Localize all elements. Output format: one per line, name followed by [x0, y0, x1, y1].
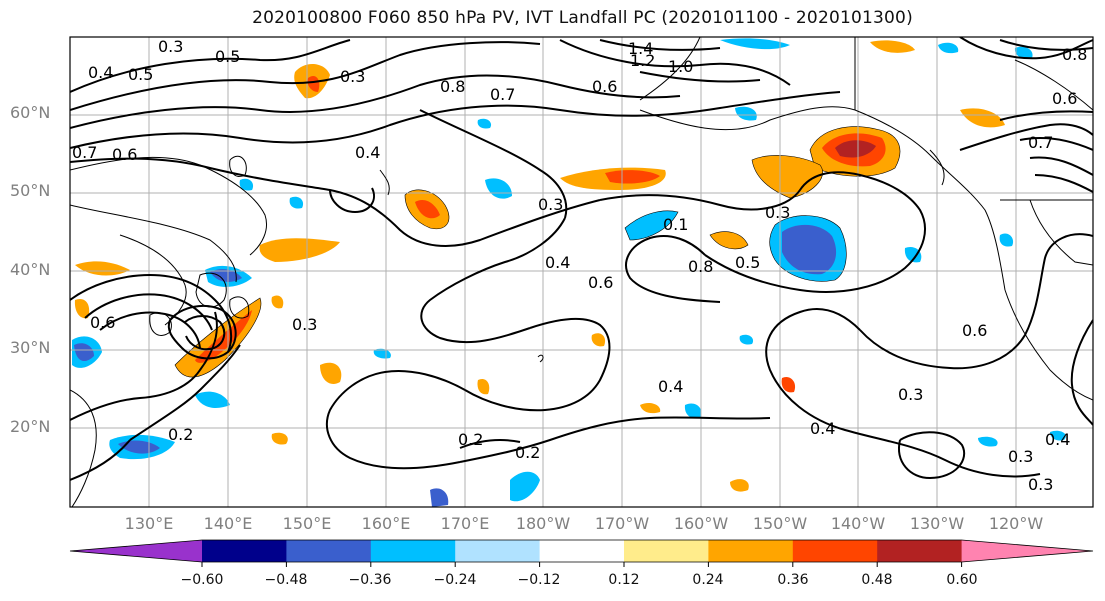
lon-label: 180°W [515, 514, 571, 533]
lat-label-50n: 50°N [10, 181, 51, 200]
contour-label: 0.4 [88, 63, 113, 82]
contour-label: 0.6 [592, 77, 617, 96]
contour-label: 0.3 [1008, 447, 1033, 466]
colorbar-tick-label: −0.12 [517, 572, 561, 588]
lon-label: 170°E [440, 514, 490, 533]
colorbar-segment [286, 540, 372, 562]
contour-label: 0.4 [355, 143, 380, 162]
contour-label: 0.4 [1045, 430, 1070, 449]
pv-contours [70, 37, 1093, 481]
lon-label: 150°W [752, 514, 808, 533]
contour-label: 0.6 [90, 313, 115, 332]
contour-label: 0.8 [1062, 45, 1087, 64]
contour-label: 0.7 [72, 143, 97, 162]
colorbar-tick-label: 0.24 [692, 572, 724, 588]
contour-label: 0.3 [158, 37, 183, 56]
coastlines [70, 37, 1093, 507]
colorbar [69, 539, 1094, 567]
contour-label: 0.3 [292, 315, 317, 334]
lat-label-20n: 20°N [10, 417, 51, 436]
colorbar-segment [455, 540, 541, 562]
contour-label: 0.7 [1028, 133, 1053, 152]
contour-label: 1.4 [628, 39, 653, 58]
colorbar-segment [624, 540, 709, 562]
contour-label: 0.7 [490, 85, 515, 104]
contour-label: 0.2 [458, 430, 483, 449]
contour-labels: 0.3 0.5 0.4 0.5 0.8 0.7 0.6 0.3 1.4 1.2 … [72, 37, 1087, 494]
lon-label: 130°W [909, 514, 965, 533]
contour-label: 0.3 [1028, 475, 1053, 494]
lon-label: 160°W [673, 514, 729, 533]
colorbar-tick-label: −0.60 [180, 572, 224, 588]
lon-label: 120°W [988, 514, 1044, 533]
contour-label: 0.6 [588, 273, 613, 292]
lon-label: 160°E [361, 514, 411, 533]
colorbar-tick-label: −0.24 [433, 572, 477, 588]
lon-label: 130°E [124, 514, 174, 533]
colorbar-extend-high [961, 540, 1093, 562]
contour-label: 0.4 [545, 253, 570, 272]
map-frame [69, 36, 1094, 508]
colorbar-segment [708, 540, 794, 562]
contour-label: 1.2 [630, 51, 655, 70]
colorbar-tick-label: 0.12 [608, 572, 640, 588]
colorbar-tick-label: 0.36 [777, 572, 809, 588]
lat-label-30n: 30°N [10, 338, 51, 357]
contour-label: 0.3 [340, 67, 365, 86]
contour-label: 0.3 [765, 203, 790, 222]
lon-label: 150°E [282, 514, 332, 533]
colorbar-tick-label: −0.48 [264, 572, 308, 588]
colorbar-tick-label: −0.36 [348, 572, 392, 588]
lon-label: 140°E [203, 514, 253, 533]
colorbar-extend-low [70, 540, 202, 562]
colorbar-tick-label: 0.60 [946, 572, 978, 588]
colorbar-segment [202, 540, 287, 562]
lon-label: 170°W [594, 514, 650, 533]
lon-label: 140°W [830, 514, 886, 533]
colorbar-segment [792, 540, 878, 562]
colorbar-tick-label: 0.48 [861, 572, 893, 588]
contour-label: 0.3 [538, 195, 563, 214]
contour-label: 0.2 [515, 443, 540, 462]
lat-label-40n: 40°N [10, 260, 51, 279]
map-title: 2020100800 F060 850 hPa PV, IVT Landfall… [252, 8, 913, 28]
colorbar-segment [370, 540, 456, 562]
contour-label: 1.0 [668, 57, 693, 76]
lat-label-60n: 60°N [10, 103, 51, 122]
contour-label: 0.6 [962, 321, 987, 340]
contour-label: 0.5 [128, 65, 153, 84]
contour-label: 0.6 [112, 145, 137, 164]
contour-label: 0.8 [688, 257, 713, 276]
colorbar-segment [877, 540, 963, 562]
contour-label: 0.5 [735, 253, 760, 272]
colorbar-segment [539, 540, 625, 562]
contour-label: 0.5 [215, 47, 240, 66]
contour-label: 0.6 [1052, 89, 1077, 108]
contour-label: 0.2 [168, 425, 193, 444]
contour-label: 0.4 [658, 377, 683, 396]
contour-label: 0.1 [663, 215, 688, 234]
contour-label: 0.3 [898, 385, 923, 404]
contour-label: 0.4 [810, 419, 835, 438]
contour-label: 0.8 [440, 77, 465, 96]
